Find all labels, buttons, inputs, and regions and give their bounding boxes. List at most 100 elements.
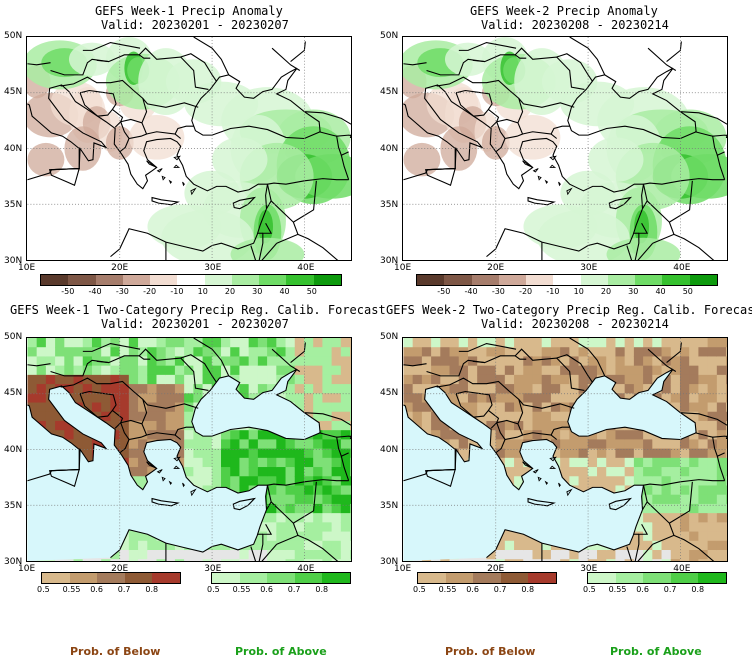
lat-label: 45N bbox=[4, 87, 23, 98]
colorbar-label: 0.55 bbox=[608, 585, 627, 594]
colorbar-label: 0.5 bbox=[413, 585, 426, 594]
colorbar-label: 50 bbox=[682, 287, 693, 296]
panel1-title: GEFS Week-1 Precip Anomaly bbox=[95, 4, 283, 18]
colorbar-label: 0.5 bbox=[207, 585, 220, 594]
panel1-valid: Valid: 20230201 - 20230207 bbox=[101, 18, 289, 32]
panel4-map bbox=[402, 337, 728, 562]
lat-label: 35N bbox=[4, 199, 23, 210]
colorbar-label: 0.55 bbox=[438, 585, 457, 594]
lon-label: 10E bbox=[18, 263, 36, 273]
lat-label: 45N bbox=[4, 388, 23, 399]
colorbar-label: 30 bbox=[628, 287, 639, 296]
lat-label: 35N bbox=[4, 500, 23, 511]
panel4-valid: Valid: 20230208 - 20230214 bbox=[481, 317, 669, 331]
colorbar-swatch bbox=[643, 573, 671, 583]
colorbar-swatch bbox=[471, 275, 499, 285]
colorbar-swatch bbox=[294, 573, 323, 583]
colorbar-label: 0.6 bbox=[90, 585, 103, 594]
colorbar-swatch bbox=[204, 275, 232, 285]
colorbar-swatch bbox=[286, 275, 314, 285]
colorbar-swatch bbox=[97, 573, 125, 583]
lat-label: 40N bbox=[380, 143, 399, 154]
lon-label: 10E bbox=[18, 564, 36, 574]
below-colorbar-right bbox=[417, 572, 557, 584]
colorbar-label: 20 bbox=[600, 287, 612, 296]
lat-label: 30N bbox=[380, 557, 399, 567]
colorbar-swatch bbox=[122, 275, 151, 285]
colorbar-swatch bbox=[239, 573, 268, 583]
lon-label: 30E bbox=[580, 564, 598, 574]
colorbar-swatch bbox=[689, 275, 717, 285]
lon-label: 20E bbox=[111, 263, 129, 273]
panel4-title: GEFS Week-2 Two-Category Precip Reg. Cal… bbox=[386, 303, 752, 317]
colorbar-label: -50 bbox=[437, 287, 451, 296]
colorbar-swatch bbox=[670, 573, 699, 583]
footer-below-right: Prob. of Below bbox=[445, 645, 536, 658]
colorbar-label: -40 bbox=[88, 287, 102, 296]
colorbar-swatch bbox=[322, 573, 350, 583]
lon-label: 40E bbox=[297, 263, 315, 273]
anomaly-colorbar-right bbox=[416, 274, 718, 286]
colorbar-swatch bbox=[124, 573, 153, 583]
panel1-map bbox=[26, 36, 352, 261]
colorbar-label: -20 bbox=[519, 287, 533, 296]
colorbar-swatch bbox=[212, 573, 240, 583]
colorbar-swatch bbox=[177, 275, 205, 285]
lon-label: 20E bbox=[111, 564, 129, 574]
lon-label: 40E bbox=[673, 564, 691, 574]
colorbar-label: -40 bbox=[464, 287, 478, 296]
lon-label: 10E bbox=[394, 263, 412, 273]
colorbar-label: 0.7 bbox=[117, 585, 131, 594]
lat-label: 50N bbox=[4, 332, 23, 342]
colorbar-swatch bbox=[444, 275, 472, 285]
lat-label: 35N bbox=[380, 500, 399, 511]
colorbar-swatch bbox=[553, 275, 581, 285]
colorbar-label: -50 bbox=[61, 287, 75, 296]
panel3-title: GEFS Week-1 Two-Category Precip Reg. Cal… bbox=[10, 303, 386, 317]
panel2-map bbox=[402, 36, 728, 261]
colorbar-swatch bbox=[152, 573, 180, 583]
colorbar-label: 0.8 bbox=[145, 585, 159, 594]
colorbar-label: 0.8 bbox=[315, 585, 329, 594]
colorbar-label: 0.7 bbox=[493, 585, 507, 594]
colorbar-swatch bbox=[607, 275, 636, 285]
colorbar-label: 0.6 bbox=[466, 585, 479, 594]
colorbar-label: 20 bbox=[224, 287, 236, 296]
colorbar-swatch bbox=[528, 573, 556, 583]
colorbar-swatch bbox=[95, 275, 123, 285]
lat-label: 30N bbox=[380, 256, 399, 266]
footer-above-left: Prob. of Above bbox=[235, 645, 327, 658]
lat-label: 40N bbox=[380, 444, 399, 455]
colorbar-label: 0.6 bbox=[636, 585, 649, 594]
panel2-valid: Valid: 20230208 - 20230214 bbox=[481, 18, 669, 32]
colorbar-swatch bbox=[588, 573, 616, 583]
lon-label: 40E bbox=[673, 263, 691, 273]
colorbar-swatch bbox=[498, 275, 527, 285]
colorbar-label: 50 bbox=[306, 287, 317, 296]
panel3-map bbox=[26, 337, 352, 562]
footer-above-right: Prob. of Above bbox=[610, 645, 702, 658]
lon-label: 20E bbox=[487, 263, 505, 273]
colorbar-swatch bbox=[259, 275, 287, 285]
colorbar-swatch bbox=[41, 275, 69, 285]
colorbar-label: -20 bbox=[143, 287, 157, 296]
colorbar-label: 0.5 bbox=[583, 585, 596, 594]
colorbar-swatch bbox=[231, 275, 260, 285]
colorbar-label: 10 bbox=[197, 287, 208, 296]
panel2-title: GEFS Week-2 Precip Anomaly bbox=[470, 4, 658, 18]
colorbar-label: 10 bbox=[573, 287, 584, 296]
colorbar-swatch bbox=[418, 573, 446, 583]
lon-label: 40E bbox=[297, 564, 315, 574]
colorbar-label: 0.8 bbox=[521, 585, 535, 594]
colorbar-label: 0.7 bbox=[287, 585, 301, 594]
lat-label: 50N bbox=[380, 332, 399, 342]
colorbar-swatch bbox=[267, 573, 295, 583]
lat-label: 40N bbox=[4, 143, 23, 154]
colorbar-swatch bbox=[313, 275, 341, 285]
lat-label: 50N bbox=[380, 31, 399, 41]
lon-label: 30E bbox=[204, 263, 222, 273]
colorbar-swatch bbox=[500, 573, 529, 583]
colorbar-swatch bbox=[662, 275, 690, 285]
above-colorbar-right bbox=[587, 572, 727, 584]
colorbar-swatch bbox=[526, 275, 554, 285]
